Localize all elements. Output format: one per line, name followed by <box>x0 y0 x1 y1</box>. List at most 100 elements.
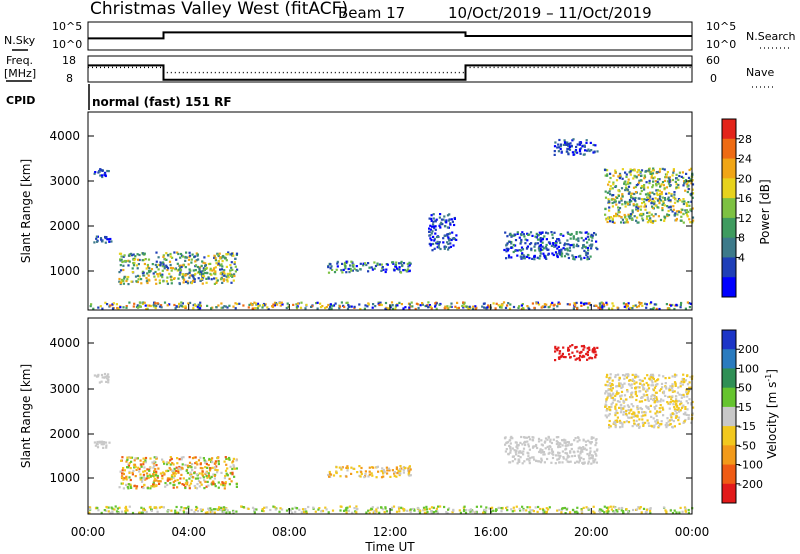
power-cell <box>647 219 651 222</box>
velocity-cell <box>232 510 235 513</box>
velocity-cell <box>426 510 429 514</box>
power-cell <box>631 209 634 212</box>
velocity-y-ticks <box>88 342 692 479</box>
velocity-cell <box>557 454 560 457</box>
power-cell <box>365 263 368 267</box>
velocity-y-tick-label: 3000 <box>49 382 80 396</box>
power-cell <box>392 262 395 265</box>
power-cell <box>650 213 653 216</box>
velocity-cell <box>662 408 665 411</box>
velocity-cell <box>623 382 626 385</box>
velocity-cell <box>375 510 378 513</box>
power-cell <box>641 217 644 220</box>
velocity-cell <box>196 483 199 486</box>
velocity-cell <box>625 414 628 417</box>
velocity-cell <box>632 411 635 414</box>
velocity-cell <box>205 460 208 463</box>
velocity-cell <box>203 459 206 462</box>
power-cell <box>514 244 517 247</box>
power-cell <box>350 305 353 308</box>
velocity-cell <box>399 465 402 468</box>
power-cell <box>92 307 95 310</box>
power-cell <box>655 184 658 187</box>
velocity-cell <box>100 373 104 377</box>
velocity-cell <box>542 451 546 454</box>
power-cell <box>567 153 570 156</box>
velocity-cell <box>535 459 538 462</box>
power-cell <box>657 182 660 185</box>
power-cell <box>687 210 690 213</box>
power-cell <box>658 170 661 173</box>
velocity-panel <box>87 317 693 515</box>
power-cell <box>138 301 141 304</box>
velocity-cell <box>539 448 542 451</box>
velocity-y-tick-label: 2000 <box>49 427 80 441</box>
velocity-cell <box>588 348 591 351</box>
power-cell <box>446 226 449 229</box>
velocity-cell <box>632 508 635 512</box>
velocity-cell <box>627 416 630 419</box>
power-cell <box>642 185 645 189</box>
velocity-cell <box>668 389 671 392</box>
power-cell <box>685 209 688 212</box>
velocity-cell <box>576 440 579 443</box>
velocity-cell <box>463 505 466 508</box>
velocity-cell <box>406 509 409 512</box>
velocity-cell <box>191 463 194 466</box>
power-cell <box>391 307 394 310</box>
velocity-cell <box>356 507 359 511</box>
velocity-cell <box>216 471 219 474</box>
power-cell <box>543 235 546 238</box>
velocity-cell <box>592 459 595 462</box>
velocity-cell <box>573 454 576 457</box>
power-cell <box>526 255 529 258</box>
power-cell <box>674 180 677 183</box>
velocity-cell <box>644 421 647 424</box>
power-cell <box>338 307 341 310</box>
power-cell <box>677 183 680 187</box>
power-cell <box>546 232 550 235</box>
x-tick-label: 00:00 <box>71 525 106 539</box>
power-cell <box>187 258 191 261</box>
power-cell <box>235 252 239 255</box>
velocity-cell <box>579 451 582 454</box>
power-cell <box>507 247 510 250</box>
velocity-cell <box>589 356 592 359</box>
velocity-cell <box>201 470 204 473</box>
power-cell <box>648 179 651 182</box>
power-cell <box>221 255 224 258</box>
power-cell <box>562 234 565 237</box>
velocity-cell <box>609 384 612 387</box>
power-cell <box>438 241 441 244</box>
velocity-cell <box>547 508 550 511</box>
power-cell <box>125 279 128 283</box>
power-cell <box>316 301 319 304</box>
velocity-cell <box>528 462 531 465</box>
power-cell <box>620 199 623 202</box>
velocity-colorbar-segment <box>722 368 736 389</box>
power-cell <box>648 200 651 203</box>
velocity-cell <box>664 424 667 427</box>
power-cell <box>119 269 123 272</box>
velocity-cell <box>564 448 567 451</box>
power-cell <box>441 223 444 226</box>
velocity-cell <box>304 508 307 511</box>
velocity-cell <box>240 505 243 508</box>
velocity-cell <box>642 414 645 417</box>
velocity-cell <box>539 449 542 452</box>
power-cell <box>579 254 582 257</box>
power-cell <box>686 190 689 194</box>
power-cell <box>680 175 683 178</box>
velocity-cell <box>147 476 150 480</box>
power-cell <box>593 150 596 153</box>
velocity-cell <box>567 460 570 464</box>
velocity-cell <box>370 472 373 475</box>
velocity-cell <box>641 379 644 383</box>
power-cell <box>542 252 545 255</box>
power-cell <box>215 262 218 265</box>
velocity-cell <box>368 512 371 515</box>
velocity-cell <box>217 481 220 484</box>
velocity-cell <box>660 398 663 401</box>
power-cell <box>571 151 574 154</box>
velocity-cell <box>445 511 448 514</box>
